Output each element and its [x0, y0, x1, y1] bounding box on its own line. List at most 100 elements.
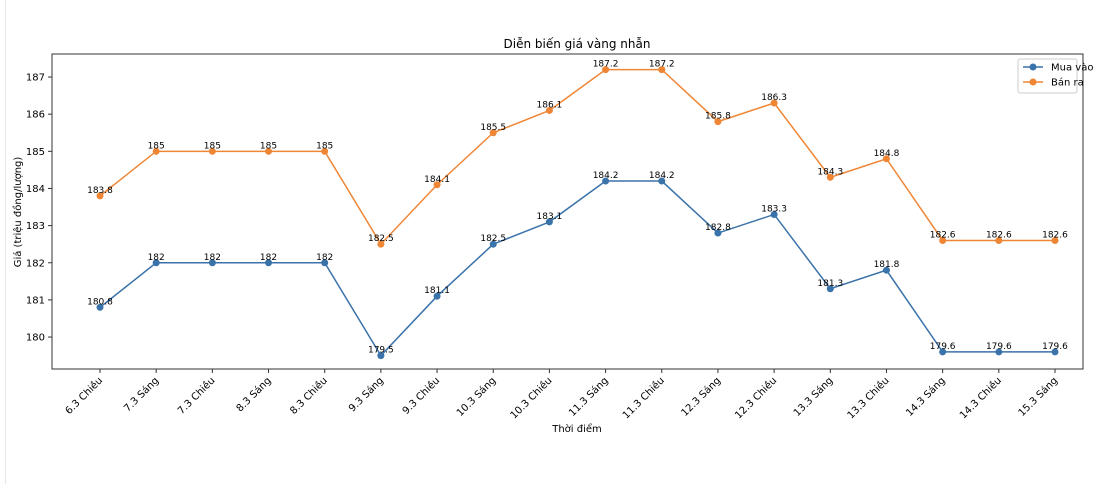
data-label: 184.2 [593, 171, 619, 181]
x-axis-label: Thời điểm [551, 422, 602, 435]
data-label: 182.6 [1042, 230, 1068, 240]
data-point [602, 66, 610, 74]
figure-background [5, 0, 1112, 484]
data-point [152, 259, 160, 267]
data-label: 185.8 [705, 112, 731, 122]
data-point [882, 155, 890, 163]
data-label: 180.8 [87, 297, 113, 307]
data-label: 179.6 [986, 342, 1012, 352]
data-label: 182 [316, 253, 333, 263]
x-tick-label: 9.3 Sáng [346, 375, 386, 415]
data-label: 179.5 [368, 346, 394, 356]
x-tick-label: 14.3 Chiều [957, 375, 1004, 422]
data-point [939, 236, 947, 244]
data-point [433, 181, 441, 189]
data-point [208, 147, 216, 155]
data-point [658, 177, 666, 185]
data-point [321, 147, 329, 155]
data-point [208, 259, 216, 267]
data-point [321, 259, 329, 267]
y-axis: 180 181 182 183 184 185 186 187 [26, 73, 52, 344]
x-tick-label: 10.3 Chiều [508, 375, 555, 422]
x-tick-label: 8.3 Chiều [288, 375, 330, 417]
data-label: 186.3 [761, 93, 787, 103]
data-point [995, 236, 1003, 244]
data-point [489, 240, 497, 248]
x-tick-label: 7.3 Sáng [122, 375, 162, 415]
x-tick-label: 9.3 Chiều [400, 375, 442, 417]
legend-marker [1029, 78, 1037, 86]
data-label: 187.2 [649, 60, 675, 70]
data-label: 184.3 [817, 167, 843, 177]
y-axis-label: Giá (triệu đồng/lượng) [12, 157, 24, 268]
data-label: 185 [260, 141, 277, 151]
legend-label: Mua vào [1051, 62, 1093, 74]
data-label: 181.3 [817, 279, 843, 289]
y-tick-label: 181 [26, 295, 45, 306]
data-label: 185 [204, 141, 221, 151]
data-point [377, 352, 385, 360]
data-point [96, 303, 104, 311]
data-point [939, 348, 947, 356]
data-point [714, 118, 722, 126]
data-point [882, 266, 890, 274]
data-point [995, 348, 1003, 356]
y-tick-label: 185 [26, 147, 45, 158]
x-tick-label: 15.3 Sáng [1016, 375, 1060, 419]
data-label: 182 [260, 253, 277, 263]
data-label: 182 [148, 253, 165, 263]
plot-area [51, 53, 1084, 370]
x-tick-label: 12.3 Sáng [679, 375, 723, 419]
series-line [99, 68, 1055, 246]
x-tick-label: 11.3 Chiều [620, 375, 667, 422]
data-label: 182 [204, 253, 221, 263]
data-label: 183.1 [537, 212, 563, 222]
x-tick-label: 6.3 Chiều [63, 375, 105, 417]
data-point [265, 147, 273, 155]
data-point [433, 292, 441, 300]
x-axis: 6.3 Chiều 7.3 Sáng 7.3 Chiều 8.3 Sáng 8.3 Ch… [63, 369, 1060, 421]
data-label: 184.1 [424, 175, 450, 185]
series-mua-vao: 180.8 182 182 182 182 179.5 181.1 182.5 183.1 184… [87, 171, 1068, 360]
data-label: 179.6 [930, 342, 956, 352]
data-point [826, 285, 834, 293]
data-point [152, 147, 160, 155]
data-label: 184.8 [874, 149, 900, 159]
data-label: 185 [316, 141, 333, 151]
data-label: 182.5 [368, 234, 394, 244]
data-point [658, 66, 666, 74]
legend-marker [1029, 63, 1037, 71]
data-point [602, 177, 610, 185]
data-label: 182.6 [986, 230, 1012, 240]
data-point [545, 218, 553, 226]
series-ban-ra: 183.8 185 185 185 185 182.5 184.1 185.5 186.1 187… [87, 60, 1068, 248]
data-point [96, 192, 104, 200]
data-label: 185.5 [480, 123, 506, 133]
y-tick-label: 186 [26, 110, 45, 121]
x-tick-label: 7.3 Chiều [175, 375, 217, 417]
data-label: 182.5 [480, 234, 506, 244]
x-tick-label: 11.3 Sáng [566, 375, 610, 419]
data-point [826, 173, 834, 181]
data-point [1051, 348, 1059, 356]
y-tick-label: 182 [26, 258, 45, 269]
data-label: 184.2 [649, 171, 675, 181]
x-tick-label: 12.3 Chiều [733, 375, 780, 422]
x-tick-label: 10.3 Sáng [454, 375, 498, 419]
legend-label: Bán ra [1051, 77, 1084, 89]
data-label: 183.8 [87, 186, 113, 196]
data-label: 186.1 [537, 100, 563, 110]
data-label: 182.6 [930, 230, 956, 240]
data-label: 187.2 [593, 60, 619, 70]
legend: Mua vào Bán ra [1017, 58, 1093, 94]
y-tick-label: 184 [26, 184, 45, 195]
chart-title: Diễn biến giá vàng nhẫn [504, 37, 651, 51]
y-tick-label: 183 [26, 221, 45, 232]
data-label: 181.8 [874, 260, 900, 270]
x-tick-label: 8.3 Sáng [234, 375, 274, 415]
series-group: 180.8 182 182 182 182 179.5 181.1 182.5 183.1 184… [87, 60, 1068, 360]
data-label: 181.1 [424, 286, 450, 296]
x-tick-label: 13.3 Chiều [845, 375, 892, 422]
x-tick-label: 14.3 Sáng [903, 375, 947, 419]
